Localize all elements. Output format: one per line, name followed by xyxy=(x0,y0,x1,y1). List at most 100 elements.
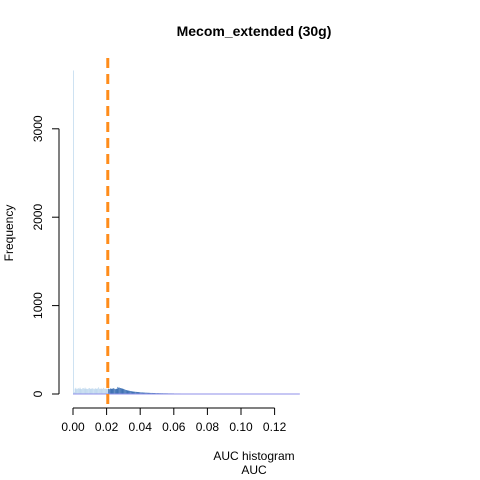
histogram-bar xyxy=(130,391,132,394)
histogram-bar xyxy=(83,388,84,394)
histogram-bar xyxy=(115,388,117,394)
histogram-bar xyxy=(144,392,146,394)
x-tick-label: 0.12 xyxy=(263,420,287,434)
histogram-bar xyxy=(117,386,119,394)
histogram-bar xyxy=(88,388,89,394)
histogram-bar xyxy=(122,388,124,394)
histogram-bar xyxy=(103,387,104,394)
histogram-bar xyxy=(131,391,133,394)
histogram-bar xyxy=(98,387,99,394)
histogram-bar xyxy=(80,388,82,394)
histogram-bar xyxy=(99,388,100,394)
y-tick-label: 0 xyxy=(31,390,45,397)
histogram-bar xyxy=(119,387,120,394)
histogram-bar xyxy=(146,392,148,394)
y-axis-label: Frequency xyxy=(2,205,16,262)
x-tick-label: 0.10 xyxy=(229,420,253,434)
x-tick-label: 0.08 xyxy=(196,420,220,434)
histogram-bar xyxy=(73,70,74,395)
histogram-bar xyxy=(95,388,97,394)
histogram-bar xyxy=(78,388,79,394)
y-axis: 0 1000 2000 3000 xyxy=(31,115,60,397)
histogram-bar xyxy=(141,392,143,394)
histogram-bar xyxy=(108,388,109,394)
histogram-bar xyxy=(94,388,96,394)
histogram-bar xyxy=(146,392,147,394)
histogram-bar xyxy=(142,392,144,394)
histogram-bar xyxy=(75,387,77,394)
histogram-bar xyxy=(148,392,150,394)
histogram-bar xyxy=(133,391,135,394)
histogram-bar xyxy=(112,388,114,394)
histogram-bar xyxy=(140,392,141,394)
histogram-bar xyxy=(151,392,153,394)
histogram-bar xyxy=(115,389,116,394)
histogram-bar xyxy=(145,392,146,394)
histogram-bar xyxy=(139,392,141,394)
histogram-bar xyxy=(113,388,115,394)
histogram-bar xyxy=(83,388,85,394)
histogram-bar xyxy=(116,388,118,394)
histogram-bar xyxy=(79,387,81,394)
histogram-bar xyxy=(128,390,130,394)
histogram-bar xyxy=(149,392,151,394)
histogram-bar xyxy=(136,391,138,394)
histogram-bar xyxy=(109,389,110,394)
histogram-bar xyxy=(89,389,91,394)
histogram-bar xyxy=(138,392,140,394)
histogram-bars xyxy=(73,70,300,395)
histogram-bar xyxy=(94,389,95,394)
histogram-bar xyxy=(77,388,78,394)
histogram-bar xyxy=(82,388,83,394)
histogram-bar xyxy=(105,388,107,394)
histogram-bar xyxy=(92,388,94,394)
x-tick-label: 0.06 xyxy=(162,420,186,434)
histogram-bar xyxy=(147,392,149,394)
histogram-bar xyxy=(104,388,106,394)
histogram-bar xyxy=(78,388,80,394)
histogram-bar xyxy=(109,388,111,394)
histogram-bar xyxy=(99,388,101,394)
x-tick-label: 0.02 xyxy=(95,420,119,434)
y-tick-label: 3000 xyxy=(31,115,45,142)
histogram-bar xyxy=(143,392,145,394)
histogram-bar xyxy=(114,388,115,394)
histogram-bar xyxy=(151,392,152,394)
histogram-bar xyxy=(102,388,104,394)
histogram-bar xyxy=(125,389,126,394)
histogram-bar xyxy=(127,390,129,394)
histogram-bar xyxy=(125,390,127,394)
histogram-bar xyxy=(132,391,134,394)
histogram-bar xyxy=(87,389,88,394)
x-axis: 0.00 0.02 0.04 0.06 0.08 0.10 0.12 xyxy=(61,407,287,434)
histogram-bar xyxy=(106,389,108,394)
histogram-bar xyxy=(90,388,92,394)
histogram-bar xyxy=(111,388,113,394)
y-tick-label: 1000 xyxy=(31,292,45,319)
histogram-bar xyxy=(101,388,103,394)
histogram-bar xyxy=(124,389,125,394)
histogram-bar xyxy=(129,390,130,394)
histogram-bar xyxy=(73,392,75,394)
histogram-bar xyxy=(110,388,112,394)
histogram-bar xyxy=(126,390,128,394)
histogram-bar xyxy=(130,390,131,394)
histogram-bar xyxy=(123,389,125,394)
histogram-bar xyxy=(150,392,151,394)
histogram-bar xyxy=(107,388,109,394)
histogram-bar xyxy=(100,388,102,394)
x-tick-label: 0.04 xyxy=(129,420,153,434)
histogram-bar xyxy=(84,387,86,394)
histogram-bar xyxy=(74,388,76,394)
histogram-bar xyxy=(120,388,122,394)
x-axis-label: AUC xyxy=(241,463,267,477)
histogram-bar xyxy=(86,388,88,394)
histogram-bar xyxy=(97,388,99,394)
histogram-bar xyxy=(134,391,136,394)
histogram-bar xyxy=(85,388,87,394)
histogram-bar xyxy=(120,387,121,394)
histogram-bar xyxy=(137,392,139,394)
histogram-bar xyxy=(118,387,120,394)
histogram-bar xyxy=(104,388,105,394)
